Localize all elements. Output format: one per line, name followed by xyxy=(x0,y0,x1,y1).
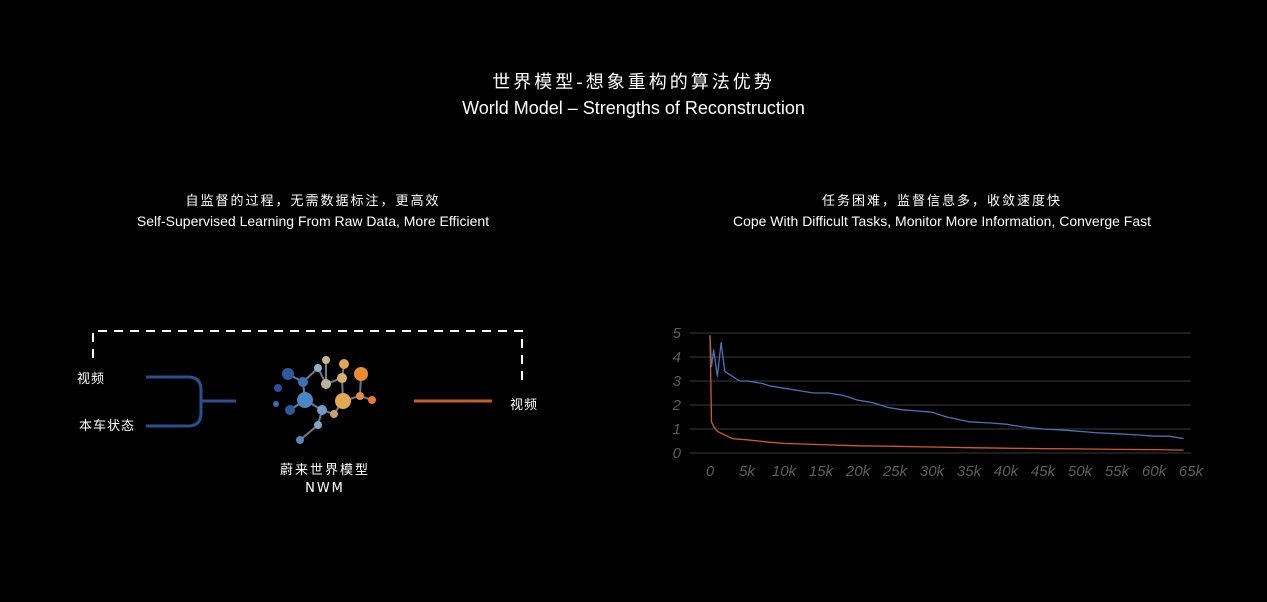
brain-network-icon xyxy=(273,356,376,444)
x-tick-label: 5k xyxy=(739,463,756,480)
chart-grid xyxy=(690,332,1191,454)
y-tick-label: 3 xyxy=(673,373,682,390)
feedback-dashed-line xyxy=(92,330,523,380)
x-tick-label: 25k xyxy=(882,463,909,480)
x-tick-label: 50k xyxy=(1068,463,1094,480)
series-line-1 xyxy=(709,335,1184,440)
x-tick-label: 45k xyxy=(1031,463,1057,480)
right-heading-zh: 任务困难，监督信息多，收敛速度快 xyxy=(821,194,1062,209)
x-tick-label: 30k xyxy=(920,463,946,480)
model-name-zh: 蔚来世界模型 xyxy=(279,463,370,478)
input-vehicle-state-label: 本车状态 xyxy=(79,419,136,434)
model-name-en: NWM xyxy=(305,481,345,496)
model-caption: 蔚来世界模型 NWM xyxy=(255,462,395,498)
right-panel-heading: 任务困难，监督信息多，收敛速度快 Cope With Difficult Tas… xyxy=(662,192,1222,230)
chart-y-axis: 0 1 2 3 4 5 xyxy=(672,325,682,462)
page-title-en: World Model – Strengths of Reconstructio… xyxy=(462,98,805,118)
left-heading-en: Self-Supervised Learning From Raw Data, … xyxy=(136,213,490,229)
series-line-2 xyxy=(709,335,1184,451)
y-tick-label: 1 xyxy=(673,421,681,438)
page-title-zh: 世界模型-想象重构的算法优势 xyxy=(492,72,775,93)
x-tick-label: 10k xyxy=(772,463,798,480)
chart-plot-area xyxy=(709,335,1184,451)
x-tick-label: 60k xyxy=(1142,463,1168,480)
y-tick-label: 4 xyxy=(673,349,681,366)
y-tick-label: 2 xyxy=(672,397,682,414)
x-tick-label: 40k xyxy=(994,463,1020,480)
x-tick-label: 0 xyxy=(706,463,715,480)
chart-x-axis: 0 5k 10k 15k 20k 25k 30k 35k 40k 45k 50k 55k 60k 65k xyxy=(706,463,1205,480)
page-header: 世界模型-想象重构的算法优势 World Model – Strengths o… xyxy=(0,70,1267,120)
x-tick-label: 55k xyxy=(1105,463,1131,480)
output-video-label: 视频 xyxy=(510,398,539,413)
right-heading-en: Cope With Difficult Tasks, Monitor More … xyxy=(732,213,1152,229)
y-tick-label: 0 xyxy=(673,445,682,462)
x-tick-label: 65k xyxy=(1179,463,1205,480)
left-heading-zh: 自监督的过程，无需数据标注，更高效 xyxy=(185,194,441,209)
input-video-label: 视频 xyxy=(77,372,106,387)
x-tick-label: 35k xyxy=(957,463,983,480)
x-tick-label: 15k xyxy=(809,463,835,480)
left-panel-heading: 自监督的过程，无需数据标注，更高效 Self-Supervised Learni… xyxy=(33,192,593,230)
input-video-line xyxy=(146,375,203,428)
x-tick-label: 20k xyxy=(845,463,872,480)
y-tick-label: 5 xyxy=(673,325,682,342)
